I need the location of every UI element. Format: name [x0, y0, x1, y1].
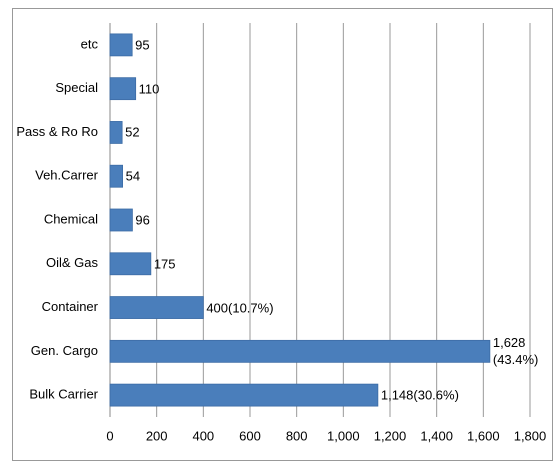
- y-tick-label: Chemical: [44, 211, 98, 226]
- y-tick-label: Container: [42, 299, 99, 314]
- x-tick-label: 1,200: [374, 428, 407, 443]
- value-label: 1,628 (43.4%): [492, 335, 539, 368]
- y-tick-label: Bulk Carrier: [29, 387, 98, 402]
- bar: [109, 77, 137, 101]
- y-tick-label: Veh.Carrer: [35, 168, 99, 183]
- x-tick-label: 400: [192, 428, 214, 443]
- bar: [109, 208, 133, 232]
- x-tick-label: 1,400: [420, 428, 453, 443]
- value-label: 95: [135, 37, 150, 53]
- x-tick-label: 800: [286, 428, 308, 443]
- value-label: 1,148(30.6%): [380, 387, 459, 403]
- y-tick-label: etc: [81, 36, 99, 51]
- bar: [109, 252, 152, 276]
- bar: [109, 164, 123, 188]
- y-tick-label: Pass & Ro Ro: [16, 124, 98, 139]
- x-tick-label: 200: [146, 428, 168, 443]
- y-tick-label: Gen. Cargo: [31, 343, 98, 358]
- x-tick-label: 1,600: [467, 428, 500, 443]
- bar: [109, 33, 133, 57]
- value-label: 54: [125, 168, 141, 184]
- bar: [109, 339, 491, 363]
- x-tick-label: 1,800: [514, 428, 547, 443]
- value-label: 400(10.7%): [206, 300, 274, 316]
- bar: [109, 121, 123, 144]
- bar: [109, 296, 204, 319]
- x-tick-label: 1,000: [327, 428, 360, 443]
- chart-frame: [12, 8, 553, 461]
- value-label: 110: [138, 81, 160, 97]
- y-tick-label: Oil& Gas: [46, 255, 99, 270]
- x-tick-label: 0: [106, 428, 113, 443]
- x-tick-label: 600: [239, 428, 261, 443]
- value-label: 96: [135, 212, 150, 228]
- value-label: 52: [125, 124, 140, 140]
- value-label: 175: [153, 256, 176, 272]
- bar: [109, 383, 379, 407]
- y-tick-label: Special: [55, 80, 98, 95]
